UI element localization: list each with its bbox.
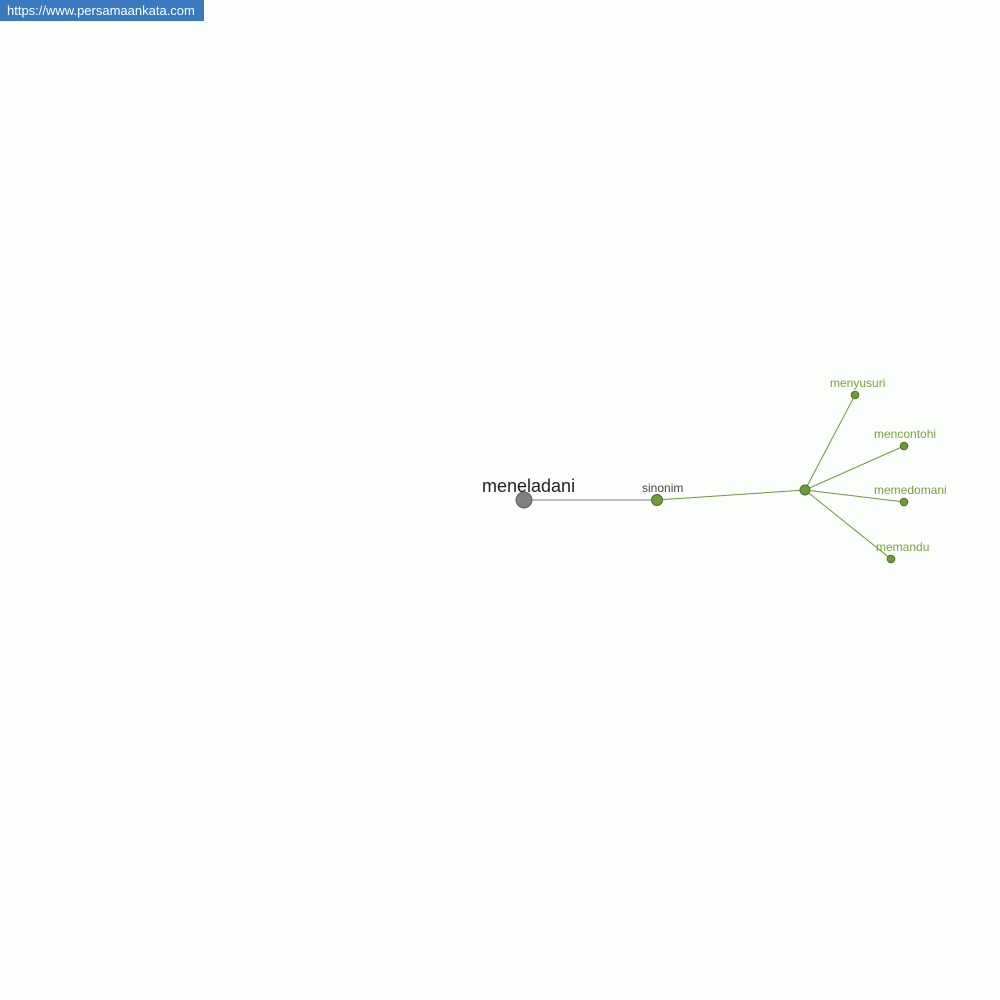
edge-hub-memandu <box>804 489 892 560</box>
root-node[interactable] <box>515 491 533 509</box>
memandu-node[interactable] <box>886 554 896 564</box>
root-label[interactable]: meneladani <box>482 476 575 496</box>
synonym-label-menyusuri[interactable]: menyusuri <box>830 376 885 390</box>
memedomani-node[interactable] <box>899 497 909 507</box>
edge-sinonim-hub <box>656 489 806 501</box>
hub-node[interactable] <box>799 484 811 496</box>
edge-hub-menyusuri <box>804 394 856 491</box>
edge-hub-mencontohi <box>804 445 905 491</box>
menyusuri-node[interactable] <box>850 390 860 400</box>
synonym-label-memandu[interactable]: memandu <box>876 540 929 554</box>
synonym-label-memedomani[interactable]: memedomani <box>874 483 947 497</box>
edge-hub-memedomani <box>804 489 905 503</box>
sinonim-node[interactable] <box>651 494 663 506</box>
site-url-banner[interactable]: https://www.persamaankata.com <box>0 0 204 21</box>
mencontohi-node[interactable] <box>899 441 909 451</box>
relation-label: sinonim <box>642 481 683 495</box>
synonym-label-mencontohi[interactable]: mencontohi <box>874 427 936 441</box>
